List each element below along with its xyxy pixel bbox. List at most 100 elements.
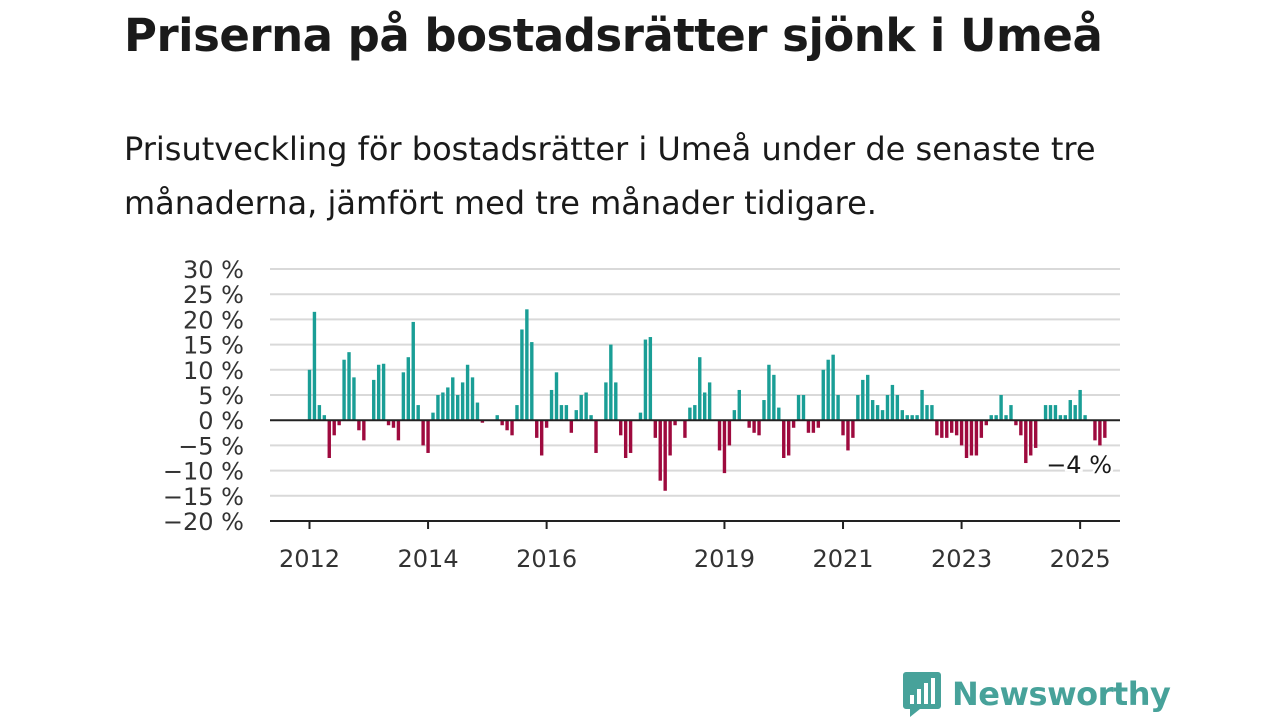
bar [495,415,499,421]
bar [1053,405,1058,421]
bar [446,387,450,421]
bar [1019,420,1023,436]
bar [954,420,959,436]
bar [406,357,410,421]
bar [411,321,415,421]
bar [396,420,401,441]
bar [381,363,386,421]
y-tick-label: 25 % [183,281,244,309]
bar [1068,400,1072,421]
bar [890,384,895,421]
bar [688,407,692,421]
bar [856,395,860,421]
bar [441,392,445,421]
y-tick-label: 15 % [183,332,244,360]
bar [559,405,564,421]
bar [964,420,969,458]
y-tick-label: 30 % [183,256,244,284]
bar [1078,389,1082,421]
bar [821,369,825,421]
bar [920,389,924,421]
bar [317,405,322,421]
bar [623,420,628,458]
bar [1103,420,1107,438]
bar [372,379,376,421]
bar [1098,420,1102,446]
bar [1033,420,1038,448]
bar [658,420,662,481]
bar [648,337,653,421]
bar [530,342,534,421]
bar [337,420,341,426]
bar [525,309,529,421]
y-tick-label: −10 % [163,458,244,486]
axes [270,419,1120,522]
bar [362,420,366,441]
chart-subtitle: Prisutveckling för bostadsrätter i Umeå … [124,130,1096,222]
bar [589,415,593,421]
bar [851,420,855,438]
bar [866,374,870,421]
bar [782,420,786,458]
bar [1004,415,1008,421]
bar [451,377,455,421]
bar [752,420,756,433]
bar [480,420,485,423]
y-tick-label: 20 % [183,306,244,334]
bar [935,420,939,436]
bar [836,395,840,421]
bar [416,405,420,421]
bar [322,415,327,421]
bar [673,420,677,426]
bar [950,420,954,433]
y-axis-ticks: 30 %25 %20 %15 %10 %5 %0 %−5 %−10 %−15 %… [163,256,244,536]
bar [1063,415,1068,421]
x-tick-label: 2023 [931,545,992,573]
x-tick-label: 2016 [516,545,577,573]
bar [500,420,504,426]
bar [554,372,559,421]
brand-logo: Newsworthy [902,670,1171,718]
bar [628,420,633,453]
bar [470,377,475,421]
bar [584,392,588,421]
bar [401,372,406,421]
bar [535,420,539,438]
x-tick-label: 2021 [812,545,873,573]
bar [915,415,919,421]
bar [539,420,544,456]
bar [342,359,346,421]
bar [816,420,821,428]
bar [846,420,850,451]
bar [475,402,480,421]
bar [1083,415,1087,421]
bar [1043,405,1048,421]
bar [875,405,880,421]
bar [895,395,900,421]
bar [1058,415,1063,421]
y-tick-label: −5 % [178,432,244,460]
bar [703,392,707,421]
bar [307,369,312,421]
chart-title: Priserna på bostadsrätter sjönk i Umeå [124,9,1103,62]
bar [638,412,643,421]
bar [1048,405,1053,421]
bar [757,420,761,436]
bar [811,420,816,433]
bar [900,410,904,421]
bar [984,420,988,426]
bar [717,420,722,451]
y-tick-label: 5 % [198,382,244,410]
bar [727,420,732,446]
bar [426,420,430,453]
bar [619,420,623,436]
bar [347,352,351,421]
bar [1014,420,1018,426]
bar [974,420,979,456]
bar [520,329,524,421]
bar [767,364,771,421]
bar [456,395,460,421]
brand-name: Newsworthy [952,675,1171,713]
bar [885,395,890,421]
